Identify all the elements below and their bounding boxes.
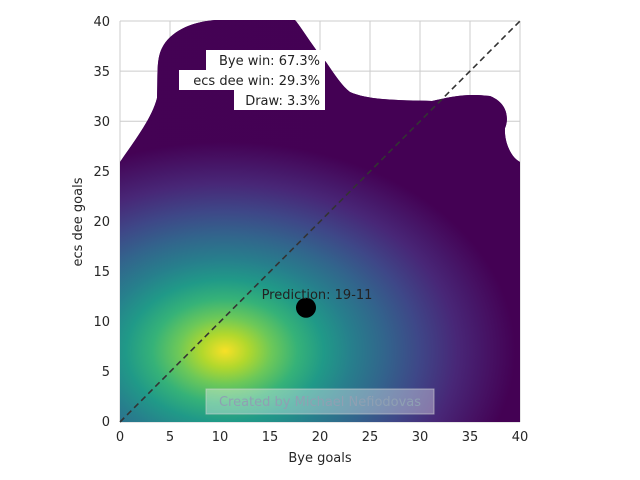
- y-axis-label: ecs dee goals: [71, 177, 86, 266]
- probability-box-bg: [179, 70, 325, 90]
- y-tick-label: 30: [93, 115, 110, 130]
- credit-text: Created by Michael Nefiodovas: [219, 395, 421, 410]
- draw-probability: Draw: 3.3%: [245, 94, 320, 109]
- x-tick-labels: 0 5 10 15 20 25 30 35 40: [116, 430, 528, 445]
- y-tick-label: 35: [93, 65, 110, 80]
- x-tick-label: 5: [166, 430, 174, 445]
- y-tick-labels: 0 5 10 15 20 25 30 35 40: [93, 15, 110, 430]
- x-tick-label: 10: [212, 430, 229, 445]
- probability-box-bg: [206, 50, 325, 70]
- x-tick-label: 40: [512, 430, 529, 445]
- prediction-label: Prediction: 19-11: [262, 288, 373, 303]
- y-tick-label: 25: [93, 165, 110, 180]
- x-tick-label: 30: [412, 430, 429, 445]
- x-tick-label: 35: [462, 430, 479, 445]
- x-tick-label: 20: [312, 430, 329, 445]
- prediction-point: [296, 297, 316, 318]
- probability-box-bg: [234, 90, 325, 110]
- ecs-dee-win-probability: ecs dee win: 29.3%: [193, 74, 320, 89]
- diagonal-line: [119, 20, 521, 423]
- x-axis-label: Bye goals: [288, 451, 352, 466]
- x-tick-label: 15: [262, 430, 279, 445]
- y-tick-label: 40: [93, 15, 110, 30]
- y-tick-label: 0: [102, 415, 110, 430]
- x-tick-label: 0: [116, 430, 124, 445]
- y-tick-label: 5: [102, 365, 110, 380]
- y-tick-label: 20: [93, 215, 110, 230]
- credit-watermark: Created by Michael Nefiodovas: [205, 388, 435, 415]
- bye-win-probability: Bye win: 67.3%: [219, 54, 320, 69]
- y-tick-label: 15: [93, 265, 110, 280]
- probability-box: Bye win: 67.3% ecs dee win: 29.3% Draw: …: [179, 50, 325, 110]
- y-tick-label: 10: [93, 315, 110, 330]
- x-tick-label: 25: [362, 430, 379, 445]
